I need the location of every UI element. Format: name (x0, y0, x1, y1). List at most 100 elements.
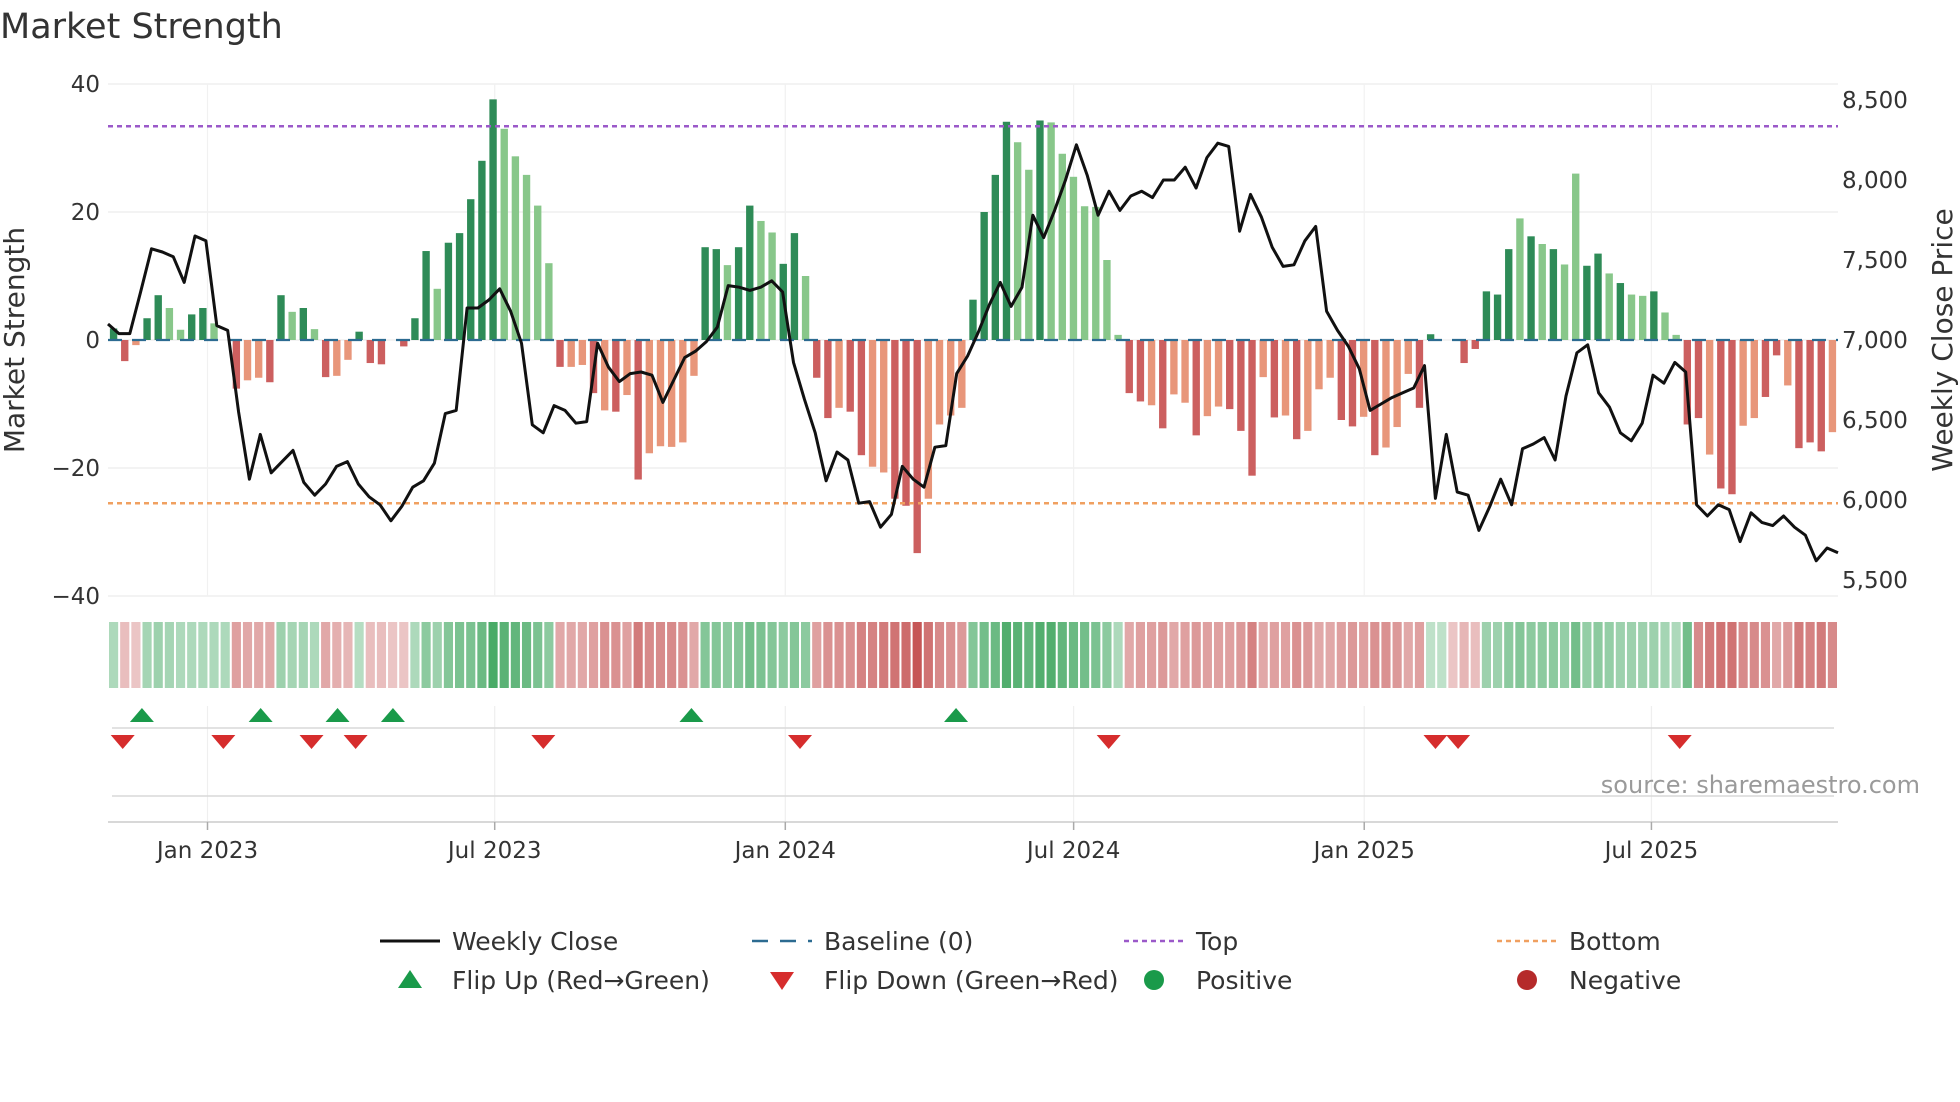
strength-bar (489, 99, 497, 340)
heat-cell (1794, 622, 1804, 688)
heat-cell (1403, 622, 1413, 688)
strength-bar (188, 314, 196, 340)
heat-cell (700, 622, 710, 688)
heat-cell (376, 622, 387, 688)
strength-bar (1661, 312, 1669, 340)
heat-cell (1158, 622, 1168, 688)
strength-bar (266, 340, 274, 383)
heat-cell (722, 622, 733, 688)
strength-bar (1002, 121, 1011, 340)
strength-bar (165, 308, 174, 340)
strength-bar (1549, 249, 1558, 340)
strength-bar (1237, 340, 1245, 431)
heat-cell (1057, 622, 1067, 688)
heat-cell (544, 622, 554, 688)
heat-cell (1426, 622, 1436, 688)
strength-bar (1806, 340, 1814, 443)
strength-bar (1214, 340, 1223, 407)
strength-bar (969, 299, 977, 340)
heat-cell (979, 622, 989, 688)
heat-cell (812, 622, 822, 688)
strength-bar (1638, 295, 1647, 340)
heat-cell (153, 622, 163, 688)
heat-cell (443, 622, 453, 688)
strength-bar (1516, 218, 1524, 340)
legend-swatch (1517, 970, 1537, 990)
heat-cell (109, 622, 119, 688)
flip-down-marker (1423, 735, 1448, 749)
heat-cell (633, 622, 643, 688)
strength-bar (645, 340, 654, 454)
right-tick-label: 8,500 (1842, 88, 1908, 114)
heat-cell (198, 622, 208, 688)
right-tick-label: 8,000 (1842, 168, 1908, 194)
heat-cell (1392, 622, 1402, 688)
strength-bar (1460, 340, 1468, 364)
heat-cell (209, 622, 219, 688)
heat-cell (823, 622, 833, 688)
heat-cell (1693, 622, 1704, 688)
strength-bar (366, 340, 374, 364)
flip-down-marker (788, 735, 812, 749)
right-tick-label: 6,500 (1842, 408, 1908, 434)
flip-down-marker (1096, 735, 1121, 749)
heat-cell (388, 622, 398, 688)
heat-cell (332, 622, 342, 688)
flip-up-marker (679, 708, 704, 722)
heat-cell (845, 622, 855, 688)
strength-bar (1192, 340, 1200, 436)
strength-bar (835, 340, 843, 408)
right-tick-label: 6,000 (1842, 488, 1908, 514)
left-tick-label: 0 (85, 328, 100, 354)
heat-cell (600, 622, 610, 688)
heat-cell (1638, 622, 1648, 688)
weekly-close-line (107, 141, 1839, 563)
heat-cell (1381, 622, 1391, 688)
strength-bar (935, 340, 944, 425)
strength-heat-strip (109, 622, 1837, 688)
heat-cell (276, 622, 286, 688)
heat-cell (120, 622, 130, 688)
strength-bar (1493, 294, 1502, 340)
heat-cell (1626, 622, 1637, 688)
heat-cell (957, 622, 967, 688)
x-tick-label: Jul 2023 (446, 838, 542, 864)
strength-bar (1817, 340, 1825, 452)
strength-bar (433, 288, 441, 340)
strength-bar (1170, 340, 1178, 395)
strength-bar (1482, 291, 1491, 340)
strength-bar (534, 205, 542, 340)
flip-up-marker (944, 708, 969, 722)
heat-cell (1504, 622, 1514, 688)
strength-bar (556, 340, 564, 367)
strength-bar (1538, 244, 1546, 340)
strength-bar (1594, 253, 1602, 340)
strength-bar (734, 247, 743, 340)
heat-cell (488, 622, 498, 688)
heat-cell (767, 622, 777, 688)
heat-cell (354, 622, 364, 688)
flip-up-marker (248, 708, 273, 722)
strength-bar (746, 205, 754, 340)
heat-cell (577, 622, 587, 688)
strength-bar (980, 212, 988, 340)
heat-cell (1347, 622, 1358, 688)
legend-flip-down-green-red: Flip Down (Green→Red) (770, 966, 1119, 995)
heat-cell (1515, 622, 1525, 688)
heat-cell (1772, 622, 1782, 688)
heat-cell (1236, 622, 1246, 688)
heat-cell (990, 622, 1000, 688)
strength-bar (444, 242, 453, 340)
heat-cell (1660, 622, 1670, 688)
heat-cell (1805, 622, 1815, 688)
strength-bar (199, 308, 207, 340)
strength-bar (478, 160, 486, 340)
flip-down-marker (110, 735, 135, 749)
strength-bar (924, 340, 933, 499)
heat-cell (1470, 622, 1480, 688)
heat-cell (131, 622, 141, 688)
strength-bar (1583, 265, 1591, 340)
flip-down-marker (343, 735, 368, 749)
heat-cell (1437, 622, 1447, 688)
